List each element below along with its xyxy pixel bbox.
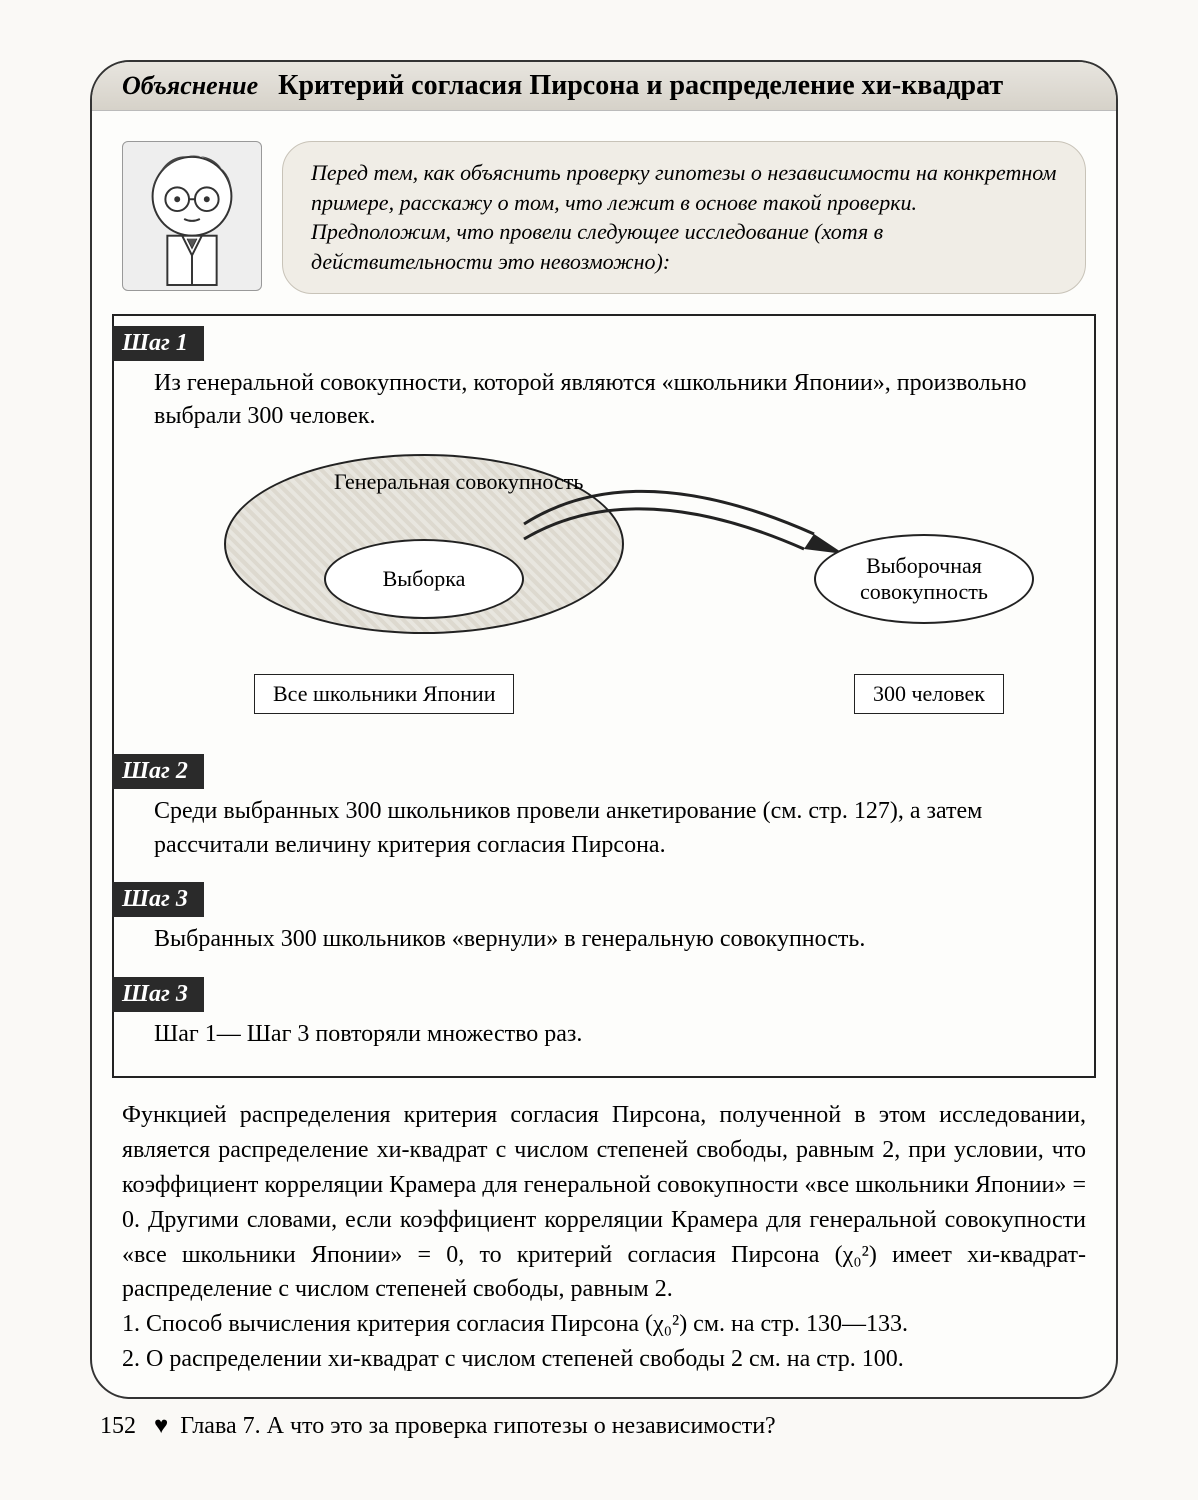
speech-bubble: Перед тем, как объяснить проверку гипоте… (282, 141, 1086, 294)
step-2-text: Среди выбранных 300 школьников провели а… (134, 789, 1074, 872)
page-footer: 152 ♥ Глава 7. А что это за проверка гип… (100, 1413, 776, 1440)
sample-population-ellipse: Выборочная совокупность (814, 534, 1034, 624)
character-illustration (122, 141, 262, 291)
step-1-text: Из генеральной совокупности, которой явл… (134, 361, 1074, 444)
explanation-block: Функцией распределения критерия согласия… (92, 1088, 1116, 1396)
header-row: Объяснение Критерий согласия Пирсона и р… (92, 62, 1116, 111)
step-1-label: Шаг 1 (112, 326, 204, 361)
explanation-badge: Объяснение (122, 71, 258, 101)
page-number: 152 (100, 1413, 136, 1439)
sample-label: Выборка (383, 566, 466, 592)
page-title: Критерий согласия Пирсона и распределени… (278, 70, 1003, 102)
chapter-title: Глава 7. А что это за проверка гипотезы … (180, 1413, 775, 1439)
explanation-paragraph: Функцией распределения критерия согласия… (122, 1098, 1086, 1307)
intro-row: Перед тем, как объяснить проверку гипоте… (92, 111, 1116, 314)
explanation-note-2: 2. О распределении хи-квадрат с числом с… (122, 1342, 1086, 1377)
population-box-label: Все школьники Японии (254, 674, 514, 714)
step-2-label: Шаг 2 (112, 754, 204, 789)
step-3b-label: Шаг 3 (112, 977, 204, 1012)
step-3b-text: Шаг 1— Шаг 3 повторяли множество раз. (134, 1012, 1074, 1062)
steps-box: Шаг 1 Из генеральной совокупности, котор… (112, 314, 1096, 1079)
sample-box-label: 300 человек (854, 674, 1004, 714)
explanation-note-1: 1. Способ вычисления критерия согласия П… (122, 1307, 1086, 1342)
step-3a-text: Выбранных 300 школьников «вернули» в ген… (134, 917, 1074, 967)
sample-population-label: Выборочная совокупность (816, 553, 1032, 606)
main-frame: Объяснение Критерий согласия Пирсона и р… (90, 60, 1118, 1399)
sample-ellipse: Выборка (324, 539, 524, 619)
page: Объяснение Критерий согласия Пирсона и р… (0, 0, 1198, 1500)
sampling-diagram: Генеральная совокупность Выборка Выбороч… (134, 454, 1074, 734)
step-3a-label: Шаг 3 (112, 882, 204, 917)
heart-icon: ♥ (154, 1413, 168, 1439)
